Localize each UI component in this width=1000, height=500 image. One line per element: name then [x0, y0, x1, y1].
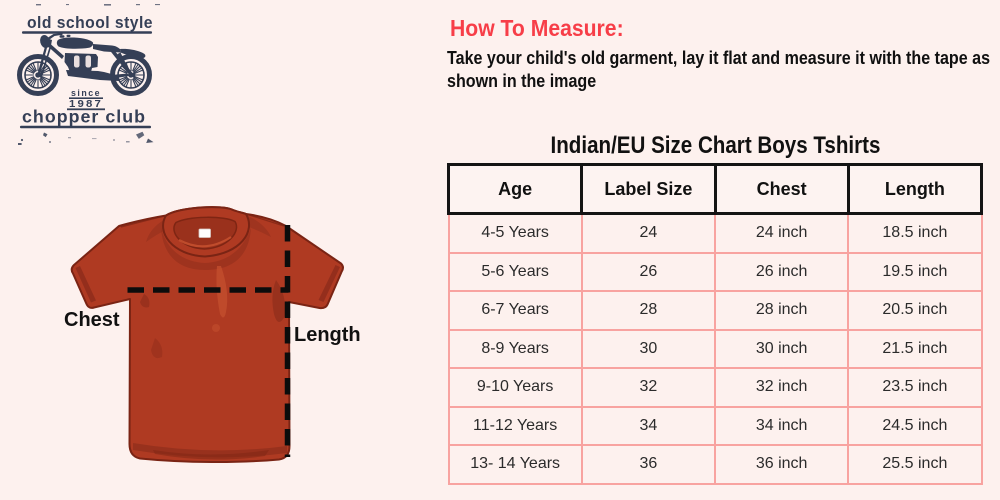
front-wheel [17, 54, 59, 96]
length-cell: 20.5 inch [847, 290, 983, 331]
label-size-cell: 34 [580, 405, 717, 446]
length-cell: 18.5 inch [847, 212, 983, 254]
size-chart-row: 6-7 Years 28 28 inch 20.5 inch [447, 290, 983, 331]
label-size-cell: 24 [580, 212, 717, 254]
how-to-measure-heading: How To Measure: [450, 15, 624, 41]
length-measure-label: Length [294, 324, 361, 346]
exhaust-pipe [66, 70, 119, 81]
size-chart-row: 5-6 Years 26 26 inch 19.5 inch [447, 251, 983, 292]
label-size-cell: 36 [580, 444, 717, 485]
chest-cell: 32 inch [713, 367, 850, 408]
age-cell: 8-9 Years [447, 328, 583, 369]
size-chart-table: Age Label Size Chest Length 4-5 Years 24… [446, 163, 984, 485]
column-header-age: Age [446, 163, 584, 215]
tshirt-illustration [70, 206, 344, 463]
age-cell: 6-7 Years [447, 290, 583, 331]
chest-cell: 24 inch [713, 212, 850, 254]
brand-logo: old school style [17, 4, 160, 145]
label-size-cell: 26 [580, 251, 717, 292]
chest-cell: 30 inch [713, 328, 850, 369]
logo-top-underline [22, 31, 152, 34]
logo-bottom-text: chopper club [22, 107, 146, 127]
size-chart-row: 9-10 Years 32 32 inch 23.5 inch [447, 367, 983, 408]
length-cell: 23.5 inch [847, 367, 983, 408]
size-chart-row: 11-12 Years 34 34 inch 24.5 inch [447, 405, 983, 446]
chest-cell: 28 inch [713, 290, 850, 331]
chest-measure-label: Chest [64, 309, 120, 331]
motorcycle-icon [17, 32, 152, 96]
collar-tag [198, 228, 211, 238]
age-cell: 11-12 Years [447, 405, 583, 446]
logo-bottom-underline [20, 125, 151, 129]
column-header-label-size: Label Size [580, 163, 717, 215]
size-chart-body: 4-5 Years 24 24 inch 18.5 inch 5-6 Years… [447, 212, 983, 485]
label-size-cell: 28 [580, 290, 717, 331]
label-size-cell: 32 [580, 367, 717, 408]
how-to-measure-body-line1: Take your child's old garment, lay it fl… [447, 47, 991, 68]
size-chart-title: Indian/EU Size Chart Boys Tshirts [550, 132, 880, 159]
rear-fender [120, 48, 146, 58]
handlebar [48, 33, 61, 40]
column-header-chest: Chest [713, 163, 850, 215]
how-to-measure-body-line2: shown in the image [447, 71, 597, 91]
size-chart-row: 4-5 Years 24 24 inch 18.5 inch [447, 212, 983, 254]
front-fork [37, 45, 48, 75]
seat [93, 44, 121, 53]
column-header-length: Length [846, 163, 984, 215]
chest-cell: 34 inch [713, 405, 850, 446]
size-chart-row: 8-9 Years 30 30 inch 21.5 inch [447, 328, 983, 369]
engine-block [64, 53, 98, 72]
age-cell: 9-10 Years [447, 367, 583, 408]
length-cell: 21.5 inch [847, 328, 983, 369]
chest-cell: 26 inch [713, 251, 850, 292]
chest-cell: 36 inch [713, 444, 850, 485]
label-size-cell: 30 [580, 328, 717, 369]
fuel-tank [56, 37, 94, 49]
length-cell: 19.5 inch [847, 251, 983, 292]
logo-top-text: old school style [27, 14, 153, 32]
age-cell: 4-5 Years [447, 212, 583, 254]
age-cell: 13- 14 Years [447, 444, 583, 485]
size-chart-header-row: Age Label Size Chest Length [446, 163, 984, 215]
how-to-measure-body: Take your child's old garment, lay it fl… [447, 47, 1000, 94]
length-cell: 24.5 inch [847, 405, 983, 446]
logo-since-word: since [71, 88, 101, 98]
length-cell: 25.5 inch [847, 444, 983, 485]
grunge-specks-top [36, 4, 160, 6]
age-cell: 5-6 Years [447, 251, 583, 292]
logo-since-year: 1987 [69, 98, 103, 110]
grunge-specks-bottom [18, 131, 154, 145]
size-chart-row: 13- 14 Years 36 36 inch 25.5 inch [447, 444, 983, 485]
